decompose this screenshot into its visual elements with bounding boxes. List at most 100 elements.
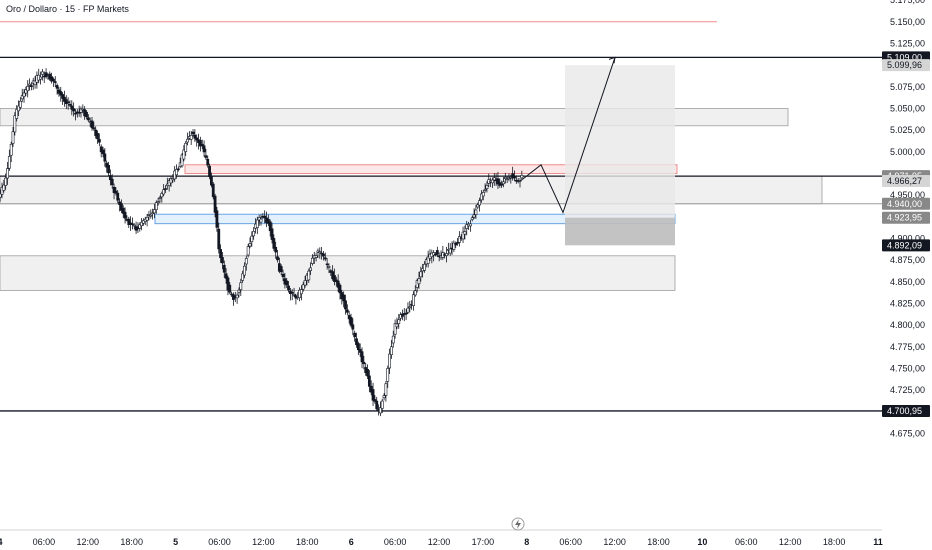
candle-body — [274, 246, 278, 253]
candle-body — [390, 346, 393, 355]
candle-body — [145, 216, 149, 221]
time-tick-label: 12:00 — [252, 537, 275, 547]
time-tick-label: 18:00 — [647, 537, 670, 547]
candle-body — [485, 185, 489, 189]
candle-body — [169, 178, 173, 184]
candle-body — [154, 202, 158, 210]
candle-body — [116, 192, 120, 201]
candle-body — [13, 115, 17, 133]
candle-body — [413, 290, 417, 296]
candle-body — [480, 193, 483, 201]
candle-body — [222, 264, 226, 273]
price-tick-label: 4.775,00 — [890, 342, 925, 352]
price-tag-label: 4.966,27 — [887, 176, 922, 186]
candle-body — [303, 280, 307, 286]
candle-body — [491, 179, 494, 184]
candle-body — [92, 127, 96, 130]
time-tick-label: 12:00 — [779, 537, 802, 547]
candle-body — [39, 76, 42, 80]
candle-body — [483, 188, 487, 191]
candle-body — [175, 169, 178, 176]
candle-body — [127, 218, 131, 225]
candle-body — [15, 109, 19, 119]
candle-body — [195, 137, 199, 141]
candle-body — [408, 306, 412, 309]
candle-body — [182, 149, 186, 160]
candle-body — [417, 278, 421, 285]
candle-body — [151, 212, 155, 215]
price-tick-label: 4.825,00 — [890, 298, 925, 308]
candle-body — [478, 200, 481, 206]
candle-body — [252, 231, 256, 237]
time-axis[interactable]: 4 06:00 12:00 18:00 5 06:00 12:00 18:00 6 06:00 12… — [0, 537, 883, 547]
candle-body — [351, 324, 355, 330]
target-box — [565, 65, 675, 218]
candle-body — [307, 270, 311, 281]
candle-body — [382, 395, 386, 399]
candle-body — [342, 294, 346, 302]
price-tag-label: 4.892,09 — [887, 240, 922, 250]
candle-body — [132, 224, 136, 227]
price-tick-label: 5.125,00 — [890, 38, 925, 48]
candle-body — [311, 257, 314, 264]
candle-body — [221, 257, 224, 264]
price-tag — [882, 404, 930, 417]
candle-body — [186, 138, 189, 143]
candle-body — [119, 203, 123, 211]
price-tick-label: 4.725,00 — [890, 385, 925, 395]
candle-body — [164, 188, 167, 190]
candle-body — [193, 134, 197, 139]
candle-body — [287, 285, 290, 291]
candle-body — [470, 217, 474, 220]
candle-body — [263, 215, 267, 219]
candle-body — [465, 224, 469, 229]
candle-body — [96, 132, 99, 140]
candle-body — [244, 258, 248, 265]
candle-body — [395, 323, 399, 328]
candle-body — [4, 177, 8, 186]
candle-body — [349, 317, 353, 326]
candle-body — [70, 105, 74, 110]
candle-body — [474, 209, 478, 215]
time-tick-label: 6 — [349, 537, 354, 547]
lightning-icon[interactable] — [511, 517, 525, 531]
candle-body — [208, 165, 211, 177]
gray-zone — [0, 175, 823, 205]
candle-body — [371, 389, 375, 401]
candle-body — [110, 178, 114, 186]
candle-body — [162, 189, 166, 195]
candle-body — [300, 289, 303, 295]
projection-path — [519, 57, 616, 214]
candle-body — [367, 375, 371, 387]
candle-body — [384, 383, 388, 396]
candle-body — [107, 164, 110, 174]
candle-body — [235, 294, 239, 299]
candle-body — [77, 112, 81, 114]
candle-body — [142, 220, 145, 224]
time-tick-label: 4 — [0, 537, 3, 547]
lightning-icon-glyph — [515, 519, 521, 529]
price-tag-label: 5.099,96 — [887, 60, 922, 70]
candle-body — [366, 369, 369, 377]
candle-body — [99, 146, 103, 153]
candle-body — [272, 238, 276, 249]
candle-body — [140, 222, 144, 227]
time-tick-label: 18:00 — [296, 537, 319, 547]
candle-body — [61, 94, 65, 99]
price-tag-label: 4.940,00 — [887, 199, 922, 209]
candle-body — [323, 257, 327, 260]
candle-body — [492, 177, 496, 181]
candle-body — [180, 154, 184, 167]
candle-body — [412, 294, 415, 306]
time-tick-label: 8 — [524, 537, 529, 547]
candle-body — [0, 193, 2, 198]
time-tick-label: 11 — [873, 537, 883, 547]
price-tick-label: 4.900,00 — [890, 233, 925, 243]
candle-body — [211, 183, 215, 198]
candle-body — [41, 71, 44, 75]
candle-body — [461, 231, 465, 240]
candle-body — [250, 235, 254, 243]
candle-body — [511, 173, 515, 179]
